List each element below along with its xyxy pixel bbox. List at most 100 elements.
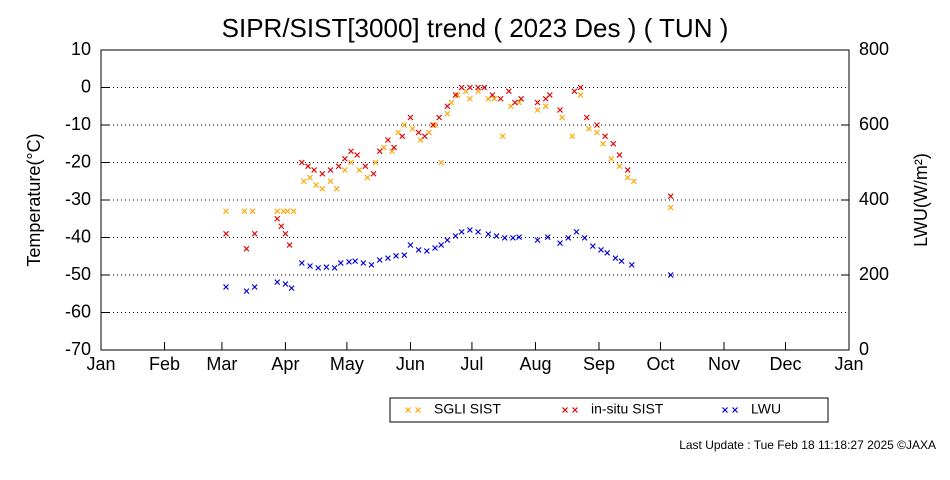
data-point: [618, 258, 625, 265]
data-point: [341, 155, 348, 162]
data-point: [509, 234, 516, 241]
data-point: [493, 233, 500, 239]
y2-tick-label: 800: [859, 39, 889, 59]
data-point: [251, 284, 258, 290]
data-point: [319, 170, 326, 177]
data-point: [516, 234, 522, 241]
data-point: [364, 174, 371, 181]
data-point: [348, 159, 354, 166]
data-point: [362, 163, 369, 170]
data-point: [251, 230, 258, 237]
data-point: [290, 208, 297, 215]
data-point: [333, 185, 340, 192]
data-point: [399, 133, 406, 140]
data-point: [243, 245, 250, 252]
data-point: [466, 95, 473, 102]
legend-box: [389, 397, 829, 423]
data-point: [300, 178, 307, 185]
data-point: [577, 92, 584, 98]
y2-tick-label: 200: [859, 264, 889, 284]
data-point: [223, 208, 229, 215]
data-point: [616, 152, 623, 158]
y2-tick-label: 600: [859, 114, 889, 134]
data-point: [360, 260, 367, 266]
data-point: [624, 174, 631, 181]
data-point: [401, 252, 408, 259]
data-point: [454, 92, 461, 98]
data-point: [610, 140, 617, 147]
data-point: [667, 204, 674, 211]
data-point: [307, 174, 313, 181]
footer: Last Update : Tue Feb 18 11:18:27 2025 ©…: [679, 438, 936, 452]
data-point: [444, 110, 451, 117]
data-point: [602, 133, 609, 140]
data-point: [534, 237, 541, 244]
data-point: [452, 233, 459, 239]
x-tick-label: Apr: [271, 354, 299, 374]
y-tick-label: -60: [65, 301, 91, 321]
data-point: [489, 92, 496, 98]
data-point: [628, 261, 635, 268]
data-point: [409, 125, 416, 132]
data-point: [282, 281, 289, 287]
x-tick-label: Nov: [708, 354, 740, 374]
data-point: [557, 240, 563, 247]
x-tick-label: Feb: [149, 354, 180, 374]
data-point: [544, 234, 551, 241]
chart-title: SIPR/SIST[3000] trend ( 2023 Des ) ( TUN…: [222, 13, 729, 43]
y-tick-label: -70: [65, 339, 91, 359]
data-point: [327, 178, 334, 185]
data-point: [581, 234, 588, 241]
y-tick-label: -10: [65, 114, 91, 134]
data-point: [497, 95, 504, 102]
data-point: [458, 84, 465, 91]
x-tick-label: Jan: [86, 354, 115, 374]
data-point: [630, 178, 637, 185]
data-point: [327, 167, 334, 173]
data-point: [501, 234, 508, 241]
data-point: [384, 255, 391, 262]
y2-axis-label: LWU(W/m²): [911, 153, 931, 247]
data-point: [331, 264, 338, 271]
data-point: [571, 88, 578, 95]
data-point: [565, 234, 572, 241]
data-point: [393, 252, 400, 259]
y-tick-label: -30: [65, 189, 91, 209]
data-point: [667, 272, 674, 278]
data-point: [284, 208, 291, 215]
data-point: [223, 230, 229, 237]
data-point: [407, 242, 414, 248]
data-point: [518, 95, 525, 102]
data-point: [546, 92, 553, 98]
data-point: [432, 122, 438, 128]
data-point: [438, 242, 445, 248]
data-point: [243, 288, 250, 295]
data-point: [415, 129, 422, 136]
data-point: [286, 242, 293, 248]
data-point: [274, 215, 281, 222]
data-point: [421, 133, 428, 140]
data-point: [589, 243, 596, 250]
data-point: [430, 122, 436, 128]
data-point: [423, 248, 430, 254]
data-point: [534, 107, 541, 113]
data-point: [491, 95, 498, 102]
data-point: [481, 84, 488, 91]
x-tick-label: Sep: [583, 354, 615, 374]
data-point: [298, 159, 305, 166]
x-tick-label: May: [330, 354, 364, 374]
data-point: [624, 167, 631, 173]
data-point: [505, 88, 512, 95]
data-point: [337, 260, 344, 266]
data-point: [436, 114, 443, 121]
data-point: [466, 84, 473, 91]
legend-label: in-situ SIST: [591, 401, 664, 417]
data-point: [288, 285, 295, 292]
legend-marker: [405, 407, 421, 413]
data-point: [415, 246, 422, 253]
data-point: [598, 246, 604, 253]
data-point: [354, 152, 361, 158]
data-point: [372, 159, 379, 166]
data-point: [594, 122, 600, 128]
